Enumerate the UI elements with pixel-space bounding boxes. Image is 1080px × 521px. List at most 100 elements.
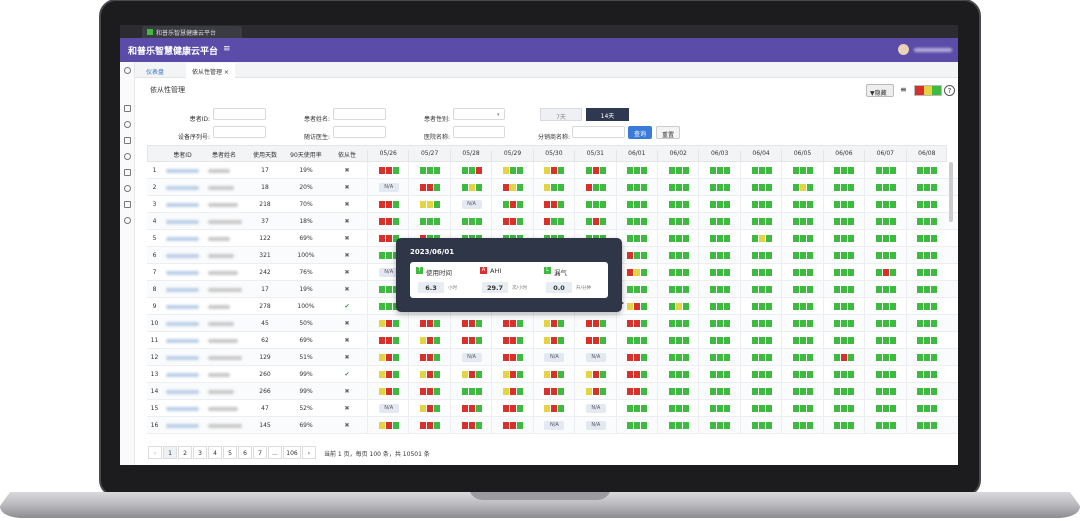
page-button[interactable]: 106 (283, 446, 301, 459)
day-cell (532, 196, 574, 213)
reset-button[interactable]: 重置 (656, 126, 680, 139)
tab-strip (120, 62, 958, 78)
page-button[interactable]: ... (268, 446, 282, 459)
status-block (931, 269, 938, 276)
status-block (717, 167, 724, 174)
status-blocks (792, 354, 813, 361)
day-cell (615, 366, 657, 383)
select-caret: ▾ (497, 112, 500, 118)
page-button[interactable]: 4 (208, 446, 222, 459)
status-block (599, 218, 606, 225)
day-cell (532, 213, 574, 230)
status-blocks (917, 337, 938, 344)
page-button[interactable]: 2 (178, 446, 192, 459)
sidebar-icon[interactable] (124, 121, 131, 128)
status-block (765, 337, 772, 344)
status-block (585, 388, 592, 395)
status-block (385, 354, 392, 361)
status-block (806, 218, 813, 225)
date-header: 06/03 (698, 150, 739, 162)
status-block (792, 371, 799, 378)
search-button[interactable]: 查询 (628, 126, 652, 139)
sidebar-icon[interactable] (124, 137, 131, 144)
day-cell (657, 315, 698, 332)
sidebar-icon[interactable] (124, 67, 131, 74)
status-block (641, 337, 648, 344)
status-block (751, 235, 758, 242)
day-cell (449, 400, 491, 417)
usage-days: 17 (261, 167, 269, 174)
status-block (841, 235, 848, 242)
menu-toggle[interactable]: ≡ (223, 44, 231, 54)
metric-value: 6.3 (418, 282, 444, 293)
date-header: 05/31 (574, 150, 615, 162)
status-block (392, 320, 399, 327)
filter-input[interactable] (333, 108, 386, 120)
day-cell (822, 230, 864, 247)
day-cell (532, 315, 574, 332)
range-14d[interactable]: 14天 (586, 108, 629, 121)
avatar[interactable] (898, 44, 909, 55)
status-blocks (834, 405, 855, 412)
filter-input[interactable] (333, 126, 386, 138)
tab-compliance[interactable]: 依从性管理 × (186, 63, 235, 78)
color-legend-button[interactable] (914, 85, 942, 96)
sidebar-icon[interactable] (124, 169, 131, 176)
status-block (710, 354, 717, 361)
filter-input[interactable] (213, 108, 266, 120)
status-blocks (627, 320, 648, 327)
status-blocks (834, 371, 855, 378)
day-cell (491, 315, 532, 332)
filter-input[interactable] (572, 126, 625, 138)
status-blocks (627, 269, 648, 276)
status-blocks (792, 218, 813, 225)
list-button[interactable]: ≡ (900, 85, 907, 94)
browser-tab[interactable] (142, 26, 242, 38)
status-block (806, 167, 813, 174)
status-block (516, 422, 523, 429)
status-blocks (544, 218, 565, 225)
status-block (751, 303, 758, 310)
filter-select[interactable] (453, 108, 505, 120)
page-button[interactable]: 5 (223, 446, 237, 459)
sidebar-icon[interactable] (124, 201, 131, 208)
status-block (544, 184, 551, 191)
status-blocks (792, 252, 813, 259)
page-next[interactable]: › (302, 446, 316, 459)
status-blocks (544, 167, 565, 174)
page-prev[interactable]: ‹ (148, 446, 162, 459)
sidebar-icon[interactable] (124, 185, 131, 192)
page-button[interactable]: 1 (163, 446, 177, 459)
status-block (848, 388, 855, 395)
day-cell (822, 247, 864, 264)
hide-button[interactable]: ▼隐藏 (866, 84, 894, 97)
page-button[interactable]: 6 (238, 446, 252, 459)
day-cell (822, 196, 864, 213)
status-block (848, 405, 855, 412)
status-block (392, 201, 399, 208)
status-block (751, 218, 758, 225)
status-block (758, 337, 765, 344)
filter-input[interactable] (213, 126, 266, 138)
status-block (634, 235, 641, 242)
range-7d[interactable]: 7天 (540, 108, 582, 121)
sidebar-icon[interactable] (124, 153, 131, 160)
sidebar-icon[interactable] (124, 217, 131, 224)
compliance: ✖ (344, 354, 350, 361)
status-block (427, 337, 434, 344)
day-cell (698, 179, 739, 196)
usage-days: 145 (259, 422, 271, 429)
status-block (765, 167, 772, 174)
help-button[interactable]: ? (944, 85, 955, 96)
page-button[interactable]: 7 (253, 446, 267, 459)
status-blocks (668, 235, 689, 242)
tab-dashboard[interactable]: 仪表盘 (146, 69, 165, 76)
sidebar-icon[interactable] (124, 105, 131, 112)
filter-input[interactable] (453, 126, 505, 138)
status-blocks (627, 303, 648, 310)
page-button[interactable]: 3 (193, 446, 207, 459)
status-blocks (792, 422, 813, 429)
status-blocks (668, 184, 689, 191)
status-block (592, 218, 599, 225)
status-block (765, 388, 772, 395)
